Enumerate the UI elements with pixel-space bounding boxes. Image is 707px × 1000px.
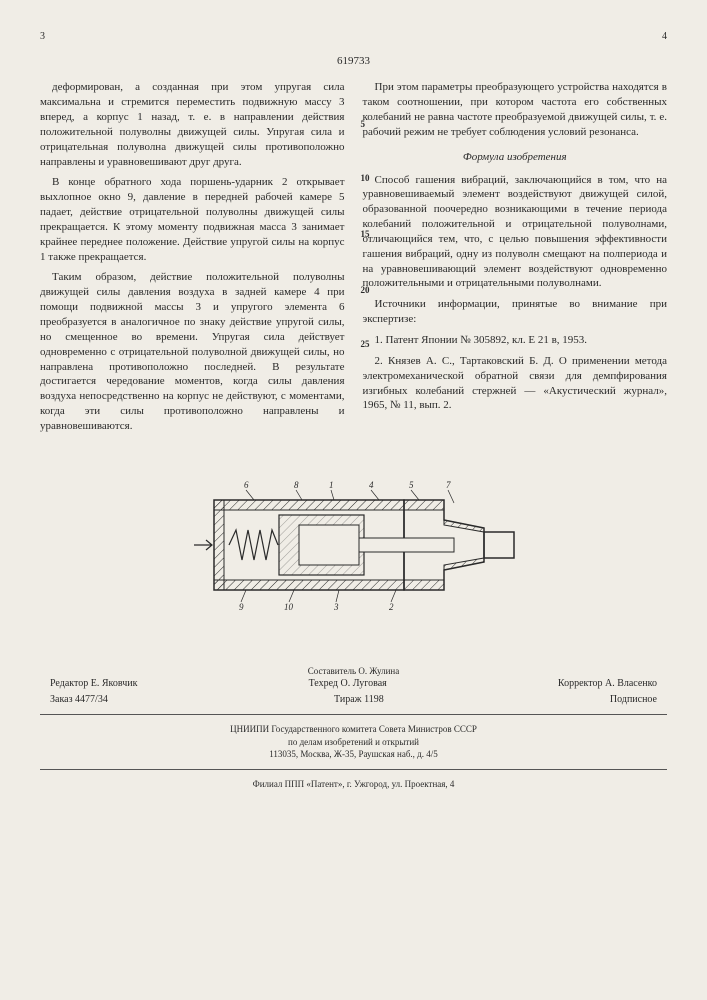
line-mark: 10 — [361, 172, 370, 184]
footer-subscr: Подписное — [610, 693, 657, 707]
footer-tech: Техред О. Луговая — [309, 677, 387, 691]
svg-text:9: 9 — [239, 602, 244, 612]
svg-text:1: 1 — [329, 480, 334, 490]
svg-text:2: 2 — [389, 602, 394, 612]
formula-title: Формула изобретения — [363, 150, 668, 165]
source-2: 2. Князев А. С., Тартаковский Б. Д. О пр… — [363, 354, 668, 413]
footer-order: Заказ 4477/34 — [50, 693, 108, 707]
left-column: деформирован, а созданная при этом упруг… — [40, 80, 345, 439]
left-p1: деформирован, а созданная при этом упруг… — [40, 80, 345, 169]
right-p1: При этом параметры преобразующего устрой… — [363, 80, 668, 139]
footer-org1: ЦНИИПИ Государственного комитета Совета … — [40, 723, 667, 736]
figure: 6 8 1 4 5 7 9 10 3 2 — [40, 470, 667, 625]
source-1: 1. Патент Японии № 305892, кл. Е 21 в, 1… — [363, 333, 668, 348]
sources-title: Источники информации, принятые во вниман… — [363, 297, 668, 327]
footer-tirage: Тираж 1198 — [334, 693, 384, 707]
svg-text:4: 4 — [369, 480, 374, 490]
svg-text:6: 6 — [244, 480, 249, 490]
line-mark: 15 — [361, 228, 370, 240]
left-p2: В конце обратного хода поршень-ударник 2… — [40, 175, 345, 264]
line-mark: 5 — [361, 118, 366, 130]
footer-corrector: Корректор А. Власенко — [558, 677, 657, 691]
page-num-left: 3 — [40, 30, 45, 44]
line-mark: 20 — [361, 284, 370, 296]
footer-addr1: 113035, Москва, Ж-35, Раушская наб., д. … — [40, 748, 667, 761]
footer-org2: по делам изобретений и открытий — [40, 736, 667, 749]
footer: Составитель О. Жулина Редактор Е. Яковчи… — [40, 665, 667, 791]
document-number: 619733 — [40, 54, 667, 69]
svg-text:5: 5 — [409, 480, 414, 490]
right-column: 5 10 15 20 25 При этом параметры преобра… — [363, 80, 668, 439]
svg-text:3: 3 — [333, 602, 339, 612]
footer-compiler: Составитель О. Жулина — [40, 665, 667, 678]
svg-text:7: 7 — [446, 480, 451, 490]
footer-editor: Редактор Е. Яковчик — [50, 677, 137, 691]
svg-text:8: 8 — [294, 480, 299, 490]
right-p2: Способ гашения вибраций, заключающийся в… — [363, 173, 668, 292]
page-num-right: 4 — [662, 30, 667, 44]
line-mark: 25 — [361, 338, 370, 350]
footer-addr2: Филиал ППП «Патент», г. Ужгород, ул. Про… — [40, 778, 667, 791]
svg-text:10: 10 — [284, 602, 294, 612]
left-p3: Таким образом, действие положительной по… — [40, 270, 345, 433]
